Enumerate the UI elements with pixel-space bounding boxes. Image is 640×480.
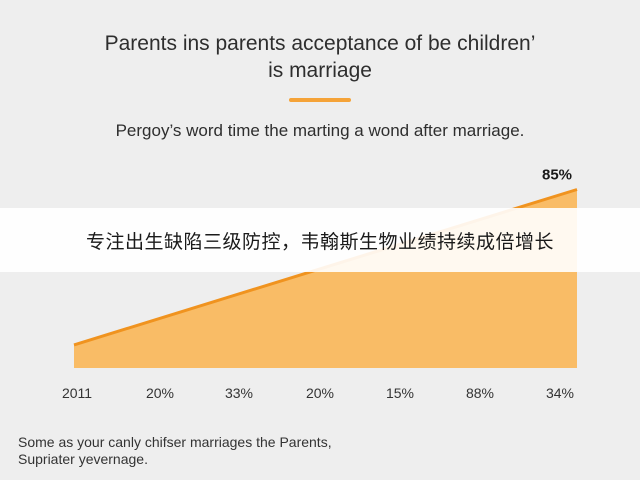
chart-title: Parents ins parents acceptance of be chi… <box>0 30 640 84</box>
end-value-label: 85% <box>542 167 572 184</box>
x-tick-label: 33% <box>225 385 253 401</box>
footnote-line2: Supriater yevernage. <box>18 451 148 467</box>
x-tick-label: 88% <box>466 385 494 401</box>
footnote: Some as your canly chifser marriages the… <box>18 434 618 468</box>
chart-subtitle: Pergoy’s word time the marting a wond af… <box>115 121 525 140</box>
overlay-banner: 专注出生缺陷三级防控，韦翰斯生物业绩持续成倍增长 <box>0 208 640 272</box>
title-accent-bar <box>289 98 351 102</box>
area-chart: 85% 2011 20% 33% 20% 15% 88% 34% <box>62 167 578 401</box>
x-tick-label: 15% <box>386 385 414 401</box>
x-tick-label: 2011 <box>62 385 92 401</box>
footnote-line1: Some as your canly chifser marriages the… <box>18 434 332 450</box>
x-tick-label: 34% <box>546 385 574 401</box>
x-tick-label: 20% <box>306 385 334 401</box>
chart-title-line2: is marriage <box>268 59 372 82</box>
x-axis-ticks: 2011 20% 33% 20% 15% 88% 34% <box>62 385 574 401</box>
chart-title-line1: Parents ins parents acceptance of be chi… <box>104 32 536 55</box>
x-tick-label: 20% <box>146 385 174 401</box>
